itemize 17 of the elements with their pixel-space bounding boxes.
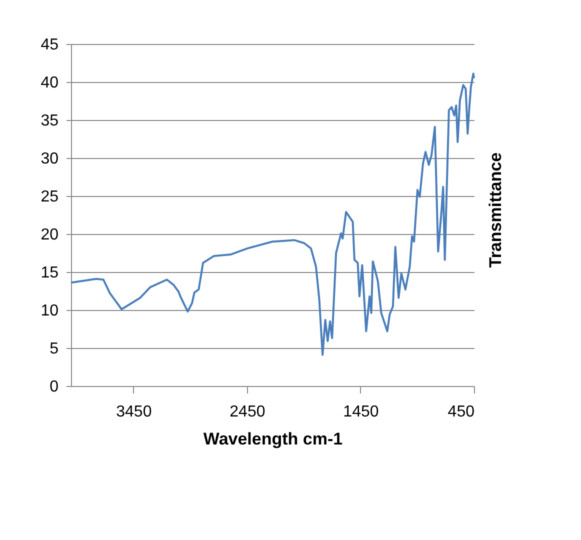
y-tick-label: 15 xyxy=(40,264,59,282)
y-tick-label: 25 xyxy=(40,188,59,206)
line-series xyxy=(70,72,475,356)
y-tick-label: 30 xyxy=(40,150,59,168)
y-tick-label: 0 xyxy=(50,378,59,396)
y-tick-label: 45 xyxy=(40,36,59,54)
y-tick-label: 20 xyxy=(40,226,59,244)
y-tick-label: 5 xyxy=(50,340,59,358)
x-tick-label: 2450 xyxy=(230,404,266,420)
x-tick-label: 450 xyxy=(448,404,475,420)
y-tick-label: 35 xyxy=(40,112,59,130)
x-tick-label: 1450 xyxy=(343,404,379,420)
y-tick-label: 40 xyxy=(40,74,59,92)
y-tick-label: 10 xyxy=(40,302,59,320)
y-axis-title: Transmittance xyxy=(486,152,505,268)
x-tick-label: 3450 xyxy=(116,404,152,420)
x-axis-title: Wavelength cm-1 xyxy=(203,430,343,448)
